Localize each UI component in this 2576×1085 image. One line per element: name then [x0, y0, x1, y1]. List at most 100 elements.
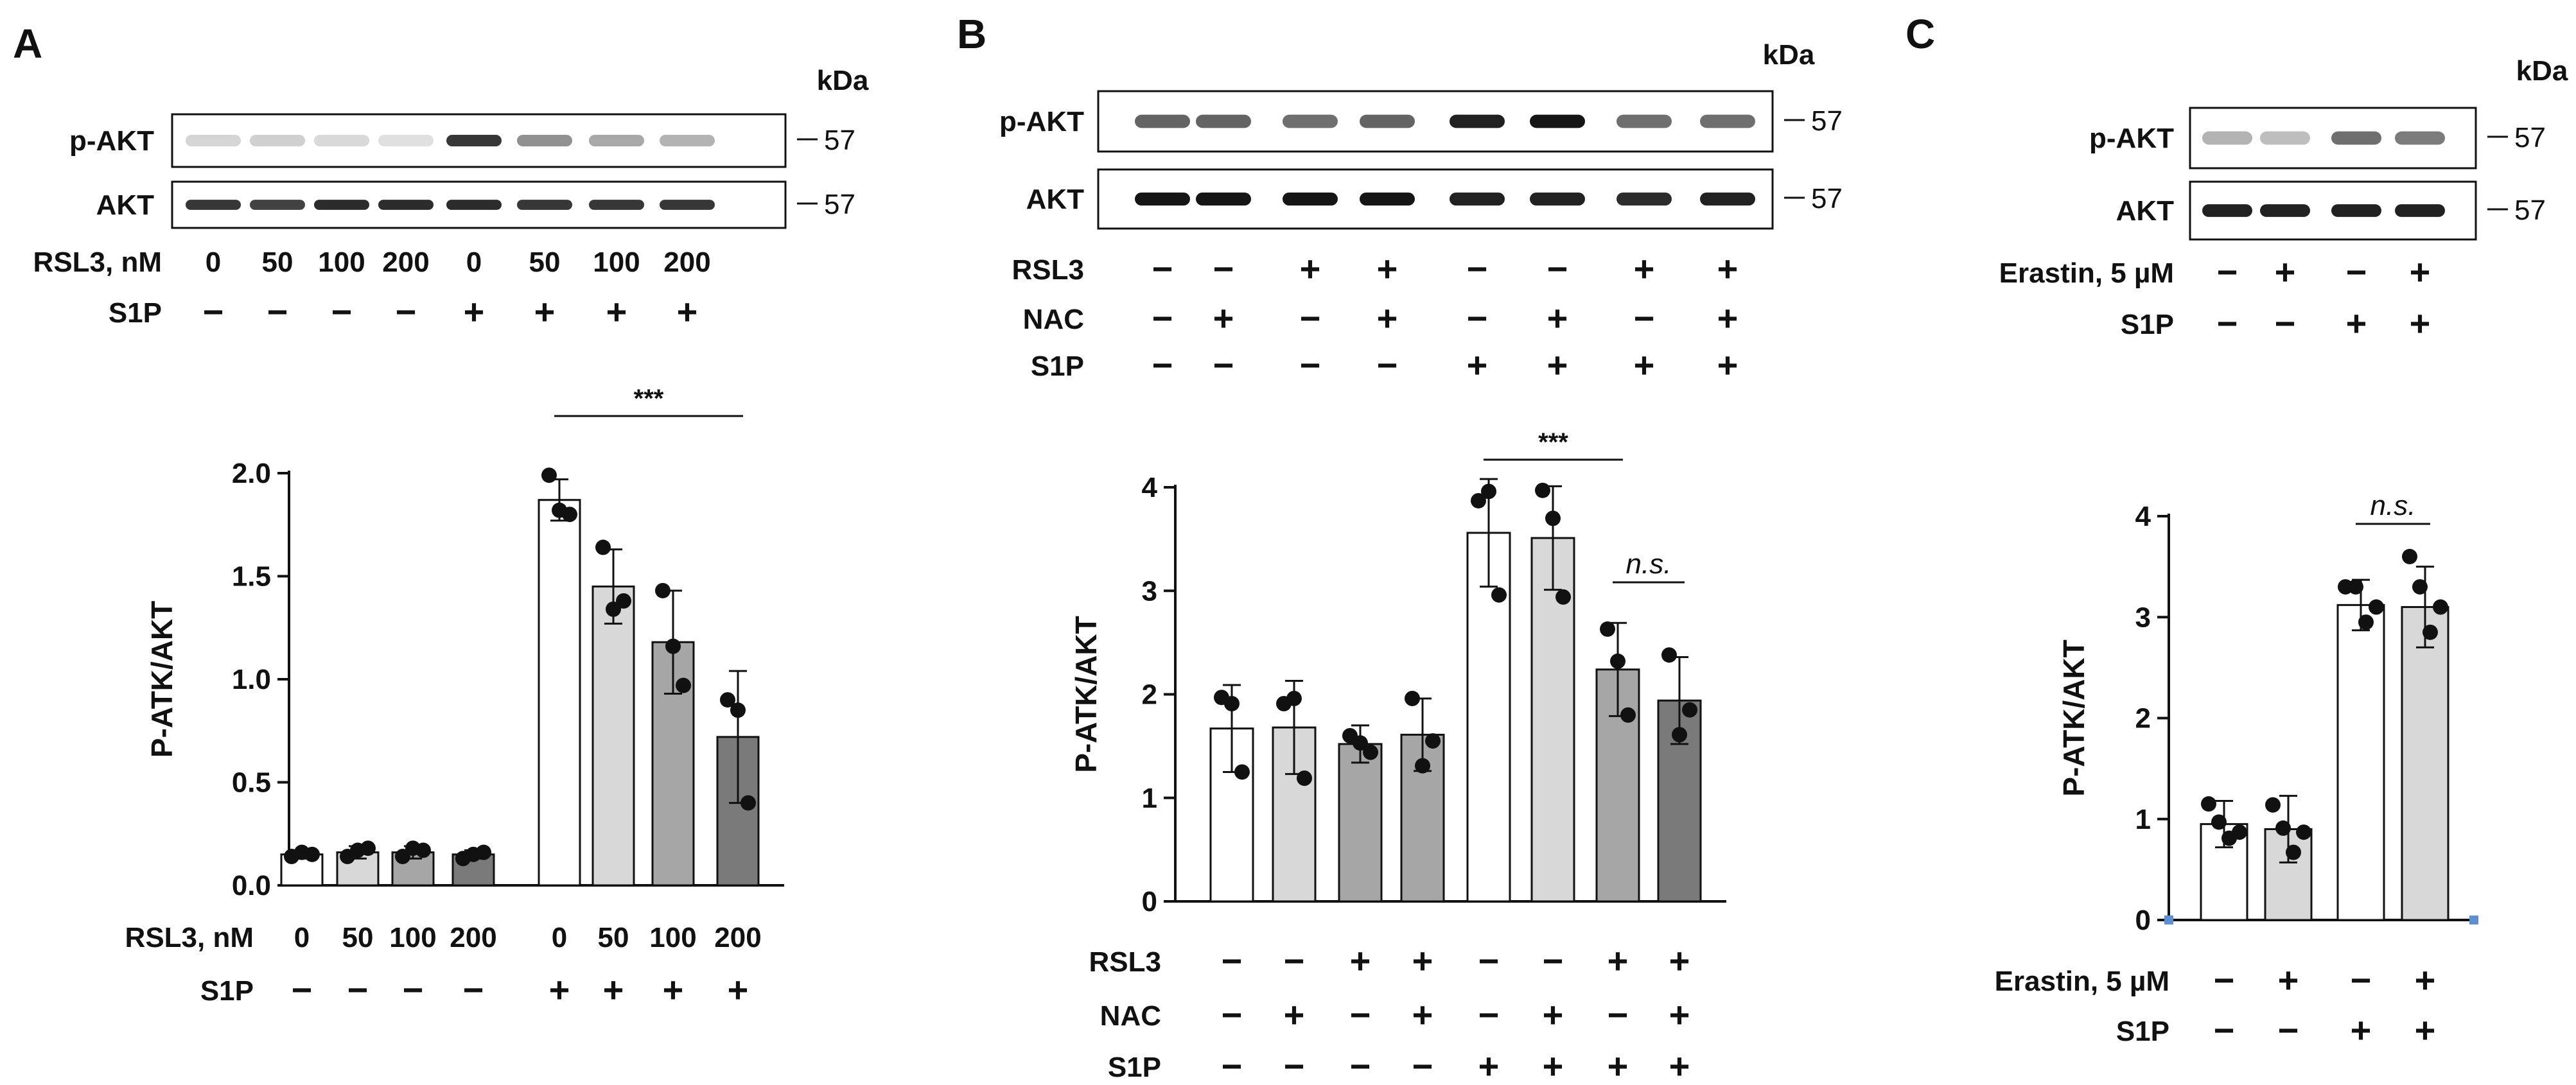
blot-band	[1283, 114, 1338, 128]
blot-condition-value: +	[1547, 298, 1568, 338]
bar-group	[538, 467, 581, 887]
blot-condition-value: −	[1377, 345, 1398, 385]
data-point	[2402, 548, 2417, 564]
chart-condition-value: −	[2278, 1010, 2299, 1050]
blot-band	[1700, 192, 1755, 206]
blot-condition-value: 100	[318, 247, 365, 278]
blot-band	[2202, 131, 2252, 145]
data-point	[1353, 735, 1368, 751]
y-tick-label: 0.5	[232, 767, 271, 799]
blot-band	[1530, 192, 1585, 206]
bar-group	[1595, 621, 1640, 903]
data-point	[562, 507, 577, 523]
bar-group	[1400, 690, 1445, 903]
panel-letter: A	[13, 21, 42, 67]
chart-condition-value: −	[1543, 941, 1564, 981]
blot-band	[446, 134, 502, 147]
data-point	[665, 638, 681, 654]
data-point	[1661, 647, 1677, 663]
blot-condition-value: +	[1377, 248, 1398, 289]
chart-condition-value: 200	[450, 922, 496, 953]
blot-row-label: AKT	[2116, 195, 2175, 227]
bar	[2401, 606, 2449, 921]
significance-label: n.s.	[1626, 548, 1672, 580]
y-tick-label: 0	[2135, 905, 2151, 936]
blot-condition-value: −	[1213, 345, 1234, 385]
bar	[538, 499, 581, 887]
blot-condition-label: NAC	[1023, 304, 1084, 335]
data-point	[616, 593, 631, 609]
y-tick-label: 3	[1142, 575, 1157, 607]
blot-band	[589, 200, 644, 210]
blot-band	[1700, 114, 1755, 128]
data-point	[2211, 814, 2227, 830]
chart-condition-value: +	[1608, 1046, 1629, 1085]
blot-band	[186, 200, 241, 210]
blot-band	[314, 134, 369, 147]
blot-band	[1360, 192, 1415, 206]
data-point	[395, 849, 410, 865]
chart-condition-value: −	[1412, 1046, 1433, 1085]
chart-condition-value: −	[2214, 960, 2235, 1000]
bar-group	[1530, 482, 1575, 903]
chart-condition-value: −	[403, 969, 424, 1010]
blot-condition-value: −	[1213, 248, 1234, 289]
chart-condition-value: −	[1284, 1046, 1305, 1085]
y-tick-label: 0	[1142, 886, 1157, 917]
blot-condition-label: S1P	[2121, 309, 2174, 340]
data-point	[304, 846, 320, 862]
blot-condition-value: −	[2346, 252, 2367, 292]
y-tick-label: 1.0	[232, 664, 271, 695]
blot-band	[2202, 204, 2252, 217]
data-point	[2423, 624, 2438, 640]
blot-condition-value: −	[203, 291, 224, 332]
blot-band	[446, 200, 502, 210]
blot-condition-value: −	[1547, 248, 1568, 289]
bar-group	[716, 670, 760, 887]
blot-condition-value: −	[396, 291, 417, 332]
chart-condition-value: 100	[649, 922, 696, 953]
panel-letter: C	[1906, 11, 1935, 57]
chart-condition-label: RSL3, nM	[125, 922, 254, 953]
blot-condition-value: 200	[663, 247, 710, 278]
blot-band	[1450, 192, 1505, 206]
chart-condition-value: 100	[389, 922, 436, 953]
y-tick-label: 4	[1142, 472, 1158, 503]
blot-condition-value: +	[606, 291, 627, 332]
blot-condition-value: +	[1300, 248, 1321, 289]
chart-condition-value: −	[1350, 1046, 1371, 1085]
data-point	[1425, 733, 1441, 749]
bar-group	[1272, 680, 1317, 903]
blot-condition-value: +	[2275, 252, 2296, 292]
data-point	[2369, 599, 2384, 615]
blot-condition-value: +	[1717, 248, 1739, 289]
blot-condition-label: RSL3	[1012, 254, 1084, 286]
blot-band	[1617, 192, 1672, 206]
blot-band	[250, 134, 305, 147]
data-point	[1555, 589, 1571, 605]
blot-strip-akt: AKT 57	[2116, 180, 2546, 241]
data-point	[2412, 579, 2428, 595]
bar-group	[2401, 548, 2449, 921]
chart-condition-value: +	[549, 969, 570, 1010]
data-point	[416, 842, 431, 858]
chart-condition-label: S1P	[200, 975, 254, 1007]
chart-condition-value: −	[1284, 941, 1305, 981]
bar-chart: 0.0 0.5 1.0 1.5 2.0 P-ATK/AKT *** RSL3, nM 0 50 10…	[125, 385, 784, 1010]
y-tick-label: 3	[2135, 602, 2151, 633]
blot-row-label: AKT	[96, 189, 155, 221]
chart-condition-value: +	[1669, 941, 1690, 981]
blot-band	[186, 134, 241, 147]
bar	[1338, 743, 1383, 903]
data-point	[2296, 824, 2311, 840]
data-point	[1224, 696, 1240, 712]
blot-strip-p-akt: p-AKT 57	[69, 113, 855, 168]
chart-condition-value: 50	[342, 922, 374, 953]
chart-condition-value: −	[1222, 994, 1243, 1035]
chart-condition-value: +	[2278, 960, 2299, 1000]
blot-band	[314, 200, 369, 210]
blot-condition-value: +	[1717, 298, 1739, 338]
